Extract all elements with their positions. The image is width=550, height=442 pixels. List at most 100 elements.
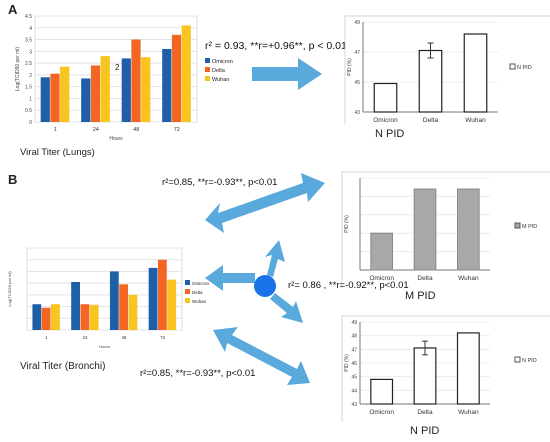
legend-label: Omicron xyxy=(212,59,233,65)
legend-label: Delta xyxy=(192,290,203,295)
x-tick-label: 1 xyxy=(54,127,57,133)
panel-b-arrows xyxy=(205,173,325,385)
legend-swatch xyxy=(205,76,210,81)
panel-b-correlation-mid: r²= 0.86 , **r=-0.92**, p<0.01 xyxy=(288,280,409,291)
bar-wuhan xyxy=(181,25,191,122)
bar-omicron xyxy=(32,304,42,330)
bar-delta xyxy=(90,65,101,122)
bronchi-mpid-caption: M PID xyxy=(405,290,436,302)
bar-omicron xyxy=(370,378,394,405)
x-tick-label: Wuhan xyxy=(465,117,486,124)
y-tick-label: 46 xyxy=(351,361,357,367)
y-axis-label: Log(TCID50 per ml) xyxy=(15,47,21,92)
bar-wuhan xyxy=(51,304,60,330)
y-tick-label: 1 xyxy=(29,96,32,102)
bronchi-titer-caption: Viral Titer (Bronchi) xyxy=(20,361,106,372)
y-tick-label: 2.5 xyxy=(25,61,32,67)
bar-delta xyxy=(418,49,443,113)
legend-label: Omicron xyxy=(192,281,209,286)
bar-omicron xyxy=(40,77,50,122)
center-dot xyxy=(254,275,276,297)
x-tick-label: Omicron xyxy=(369,275,394,282)
y-tick-label: 47 xyxy=(354,50,360,56)
bar-delta xyxy=(80,304,90,330)
arrow-left xyxy=(205,265,255,291)
y-tick-label: 49 xyxy=(351,320,357,326)
arrow-bottom xyxy=(213,327,310,385)
y-tick-label: 44 xyxy=(351,388,357,394)
x-tick-label: Omicron xyxy=(369,409,394,416)
chart-frame xyxy=(341,171,550,288)
y-tick-label: 45 xyxy=(354,80,360,86)
bar-delta xyxy=(119,284,129,330)
lung-titer-caption: Viral Titer (Lungs) xyxy=(20,147,95,158)
bar-delta xyxy=(50,73,60,122)
chart-frame xyxy=(341,315,550,422)
bar-omicron xyxy=(71,281,80,330)
bar-delta xyxy=(171,34,182,122)
y-tick-label: 4 xyxy=(29,26,32,32)
x-tick-label: 24 xyxy=(93,127,99,133)
legend-swatch xyxy=(205,58,210,63)
y-tick-label: 2 xyxy=(29,73,32,79)
bronchi-titer-chart: 1 24 48 72 Hours Log(TCID50 per ml) Omicron Del… xyxy=(7,247,209,349)
bar-wuhan xyxy=(456,332,480,405)
bar-delta xyxy=(413,347,437,405)
bar-delta xyxy=(157,259,167,330)
legend-label: N PID xyxy=(517,65,532,71)
arrow-up xyxy=(265,240,285,277)
y-tick-label: 0 xyxy=(29,120,32,126)
lung-npid-chart: 43 45 47 49 PID (%) Omicron Delta Wuhan N PID xyxy=(344,15,550,124)
y-tick-label: 45 xyxy=(351,375,357,381)
x-tick-label: Delta xyxy=(417,275,433,282)
bronchi-npid-caption: N PID xyxy=(410,425,440,437)
bronchi-mpid-chart: PID (%) Omicron Delta Wuhan M PID xyxy=(341,171,550,288)
y-tick-label: 3.5 xyxy=(25,38,32,44)
y-tick-label: 48 xyxy=(351,334,357,340)
bar-wuhan xyxy=(141,57,151,122)
bar-wuhan xyxy=(89,304,99,330)
legend-label: N PID xyxy=(522,358,537,364)
x-tick-label: Delta xyxy=(417,409,433,416)
bar-wuhan xyxy=(463,33,488,113)
bar-wuhan xyxy=(457,188,480,271)
x-tick-label: 48 xyxy=(121,335,127,340)
y-axis-label: Log(TCID50 per ml) xyxy=(7,271,12,307)
bar-delta xyxy=(41,307,51,330)
arrow-top xyxy=(205,173,325,233)
bar-omicron xyxy=(81,78,91,122)
bar-omicron xyxy=(109,271,119,330)
y-tick-label: 47 xyxy=(351,347,357,353)
lung-npid-caption: N PID xyxy=(375,128,405,140)
panel-a-arrow xyxy=(252,58,322,90)
bar-wuhan xyxy=(100,56,110,122)
y-axis-label: PID (%) xyxy=(347,58,353,76)
legend-label: Wuhan xyxy=(192,299,207,304)
y-tick-label: 3 xyxy=(29,49,32,55)
panel-a-label: A xyxy=(8,2,18,17)
bar-omicron xyxy=(373,82,398,113)
legend-swatch xyxy=(185,289,190,294)
bar-omicron xyxy=(162,48,172,122)
arrow-down xyxy=(270,293,303,323)
legend-label: Delta xyxy=(212,68,226,74)
bar-wuhan xyxy=(128,294,138,330)
legend-swatch xyxy=(509,63,516,70)
panel-b-correlation-top: r²=0.85, **r=-0.93**, p<0.01 xyxy=(162,177,278,188)
panel-b-correlation-bottom: r²=0.85, **r=-0.93**, p<0.01 xyxy=(140,368,256,379)
x-tick-label: Wuhan xyxy=(458,409,479,416)
x-tick-label: 72 xyxy=(174,127,180,133)
bar-wuhan xyxy=(60,66,70,122)
bar-delta xyxy=(413,188,437,271)
y-axis-label: PID (%) xyxy=(344,215,350,233)
legend-swatch xyxy=(514,222,521,229)
legend-label: Wuhan xyxy=(212,77,229,83)
y-tick-label: 4.5 xyxy=(25,14,32,20)
x-tick-label: Omicron xyxy=(373,117,398,124)
y-tick-label: 1.5 xyxy=(25,85,32,91)
y-axis-label: PID (%) xyxy=(344,354,350,372)
legend-swatch xyxy=(205,67,210,72)
bar-omicron xyxy=(121,58,131,122)
x-tick-label: 1 xyxy=(45,335,48,340)
panel-b-label: B xyxy=(8,172,18,187)
